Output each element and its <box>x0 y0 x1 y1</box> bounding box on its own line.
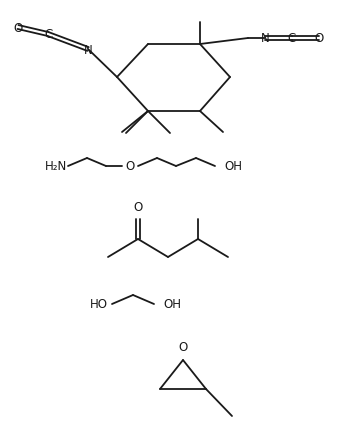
Text: O: O <box>133 201 142 214</box>
Text: HO: HO <box>90 298 108 311</box>
Text: O: O <box>314 33 324 46</box>
Text: OH: OH <box>224 160 242 173</box>
Text: C: C <box>44 29 52 41</box>
Text: OH: OH <box>163 298 181 311</box>
Text: N: N <box>84 43 92 56</box>
Text: O: O <box>13 21 23 34</box>
Text: C: C <box>288 33 296 46</box>
Text: N: N <box>261 33 270 46</box>
Text: O: O <box>125 160 135 173</box>
Text: H₂N: H₂N <box>45 160 67 173</box>
Text: O: O <box>178 340 188 353</box>
